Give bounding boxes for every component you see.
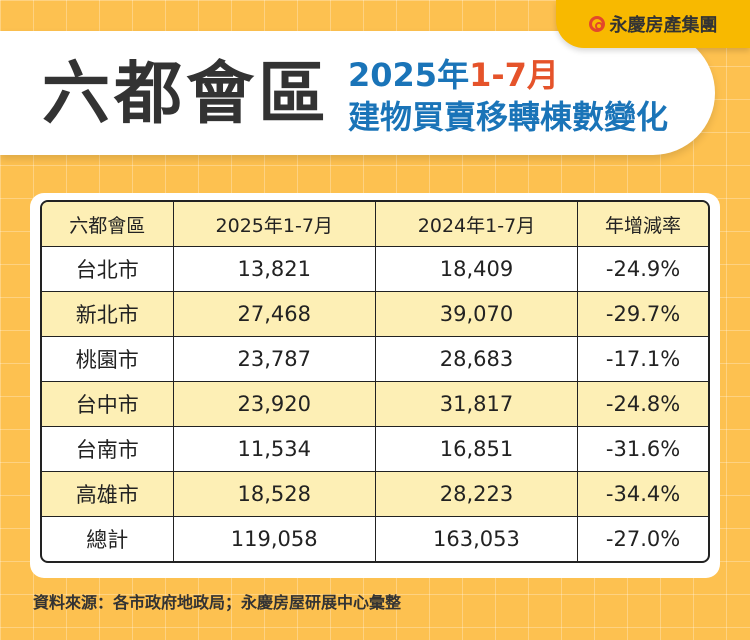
city-cell: 桃園市 (42, 337, 174, 382)
column-header: 2025年1-7月 (173, 202, 376, 247)
column-header: 2024年1-7月 (375, 202, 579, 247)
value-cell: -17.1% (578, 337, 708, 382)
subtitle: 建物買賣移轉棟數變化 (348, 98, 669, 136)
table-card: 六都會區 2025年1-7月 2024年1-7月 年增減率 台北市 13,821 18,4… (30, 193, 720, 578)
subtitle-months: 1-7月 (469, 56, 559, 94)
value-cell: 163,053 (376, 517, 579, 561)
value-cell: 13,821 (173, 247, 376, 292)
value-cell: 119,058 (174, 517, 376, 561)
city-cell: 高雄市 (42, 472, 174, 517)
page-title: 六都會區 (42, 55, 331, 134)
table-row: 新北市 27,468 39,070 -29.7% (42, 292, 708, 337)
logo-icon (588, 16, 605, 32)
column-header: 年增減率 (578, 202, 708, 247)
brand-logo: 永慶房產集團 (556, 0, 750, 48)
subtitle-period: 2025年1-7月 (348, 55, 559, 95)
value-cell: 28,683 (375, 337, 579, 382)
table-row: 高雄市 18,528 28,223 -34.4% (42, 472, 708, 517)
city-cell: 台中市 (42, 382, 174, 427)
data-table: 六都會區 2025年1-7月 2024年1-7月 年增減率 台北市 13,821 18,4… (40, 200, 710, 563)
value-cell: 18,409 (375, 247, 579, 292)
value-cell: 23,920 (173, 382, 376, 427)
city-cell: 台北市 (42, 247, 174, 292)
value-cell: -29.7% (578, 292, 708, 337)
column-header: 六都會區 (42, 202, 174, 247)
value-cell: -24.9% (578, 247, 708, 292)
value-cell: 11,534 (173, 427, 376, 472)
city-cell: 總計 (42, 517, 174, 561)
value-cell: -24.8% (578, 382, 708, 427)
value-cell: -27.0% (605, 527, 681, 551)
city-cell: 新北市 (42, 292, 174, 337)
value-cell: 27,468 (173, 292, 376, 337)
title-banner: 六都會區 2025年1-7月 建物買賣移轉棟數變化 (0, 31, 715, 155)
table-row: 總計 119,058 163,053 -27.0% (42, 517, 708, 561)
table-row: 桃園市 23,787 28,683 -17.1% (42, 337, 708, 382)
value-cell: 23,787 (173, 337, 376, 382)
table-row: 台北市 13,821 18,409 -24.9% (42, 247, 708, 292)
table-header-row: 六都會區 2025年1-7月 2024年1-7月 年增減率 (42, 202, 708, 247)
value-cell: 16,851 (375, 427, 579, 472)
value-cell: 39,070 (375, 292, 579, 337)
source-note: 資料來源：各市政府地政局；永慶房屋研展中心彙整 (33, 593, 402, 612)
table-row: 台南市 11,534 16,851 -31.6% (42, 427, 708, 472)
table-row: 台中市 23,920 31,817 -24.8% (42, 382, 708, 427)
value-cell: 18,528 (173, 472, 376, 517)
logo-text: 永慶房產集團 (609, 15, 718, 36)
value-cell: -31.6% (578, 427, 708, 472)
value-cell: -34.4% (578, 472, 708, 517)
city-cell: 台南市 (42, 427, 174, 472)
value-cell: 28,223 (375, 472, 579, 517)
value-cell: 31,817 (375, 382, 579, 427)
subtitle-year: 2025年 (348, 56, 470, 94)
